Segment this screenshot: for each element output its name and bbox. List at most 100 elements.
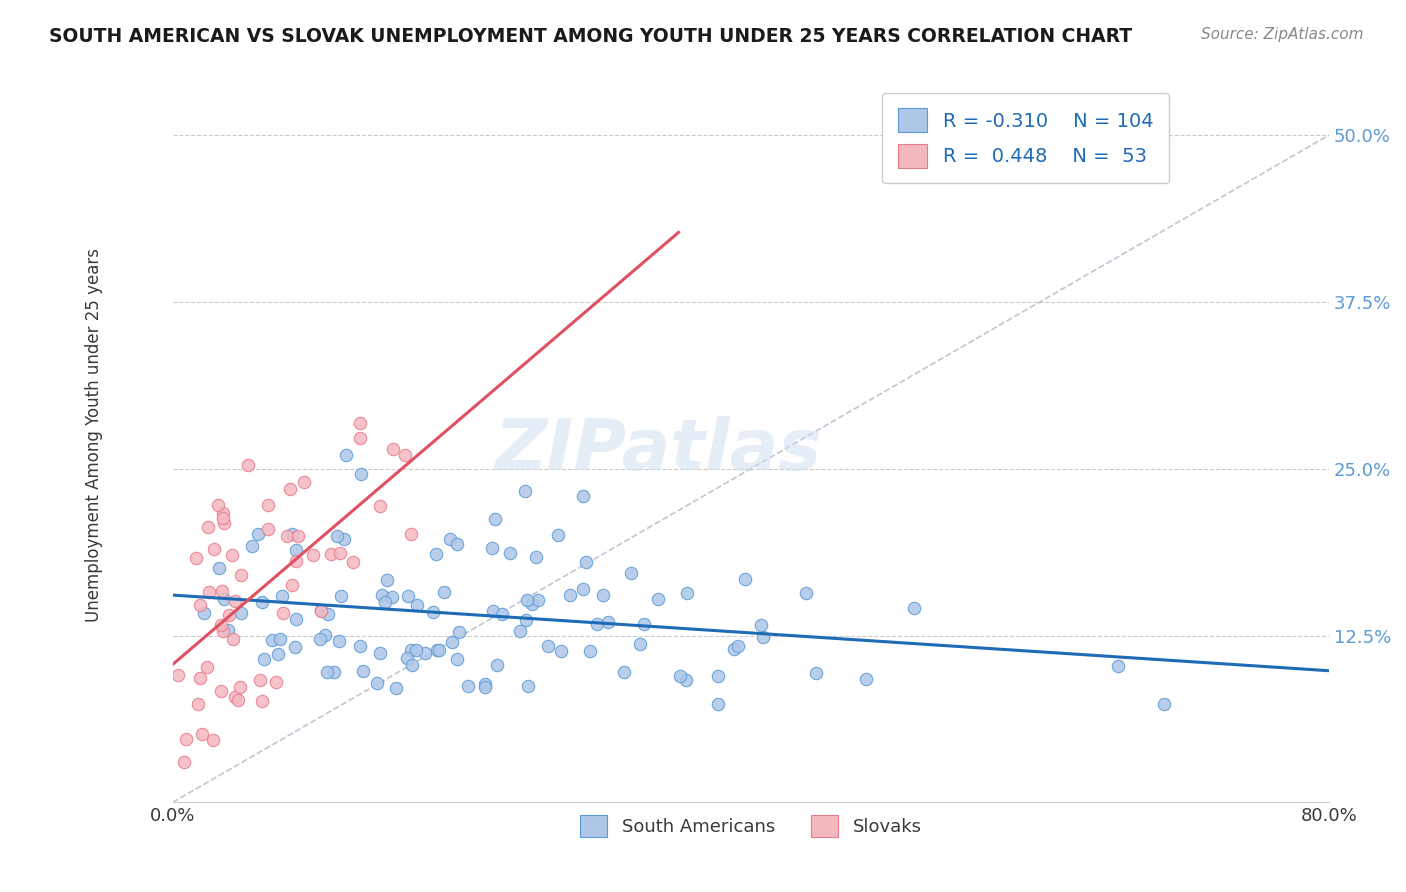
Point bbox=[524, 549, 547, 564]
Point bbox=[209, 618, 232, 632]
Point bbox=[188, 671, 211, 685]
Point bbox=[598, 615, 620, 629]
Point bbox=[253, 652, 276, 666]
Text: ZIPatlas: ZIPatlas bbox=[495, 416, 823, 484]
Point bbox=[322, 665, 344, 679]
Point bbox=[572, 489, 595, 503]
Point bbox=[427, 642, 450, 657]
Point bbox=[328, 633, 350, 648]
Point bbox=[314, 628, 336, 642]
Point bbox=[474, 680, 496, 694]
Point bbox=[284, 543, 307, 558]
Point bbox=[516, 679, 538, 693]
Point bbox=[285, 612, 308, 626]
Point bbox=[457, 679, 479, 693]
Point bbox=[668, 669, 690, 683]
Point bbox=[855, 672, 877, 686]
Point bbox=[229, 681, 252, 695]
Point bbox=[903, 601, 925, 615]
Point bbox=[405, 642, 427, 657]
Point bbox=[395, 650, 418, 665]
Point bbox=[207, 498, 229, 512]
Point bbox=[439, 533, 461, 547]
Point bbox=[620, 566, 643, 580]
Point bbox=[375, 573, 398, 587]
Point bbox=[209, 684, 232, 698]
Point bbox=[271, 589, 294, 603]
Point bbox=[315, 665, 337, 679]
Point bbox=[796, 586, 818, 600]
Point bbox=[558, 588, 581, 602]
Point bbox=[571, 582, 593, 596]
Point bbox=[249, 673, 271, 687]
Point bbox=[316, 607, 339, 621]
Point bbox=[211, 584, 233, 599]
Point bbox=[727, 639, 749, 653]
Point bbox=[349, 417, 371, 431]
Point bbox=[176, 732, 198, 747]
Point bbox=[226, 692, 249, 706]
Point bbox=[309, 605, 332, 619]
Point bbox=[1153, 697, 1175, 711]
Point bbox=[630, 637, 652, 651]
Point bbox=[193, 606, 215, 620]
Point bbox=[707, 697, 730, 711]
Point bbox=[187, 697, 209, 711]
Point bbox=[527, 593, 550, 607]
Point bbox=[806, 665, 828, 680]
Point bbox=[202, 732, 225, 747]
Point bbox=[264, 675, 287, 690]
Point bbox=[399, 526, 422, 541]
Point bbox=[278, 482, 301, 496]
Point bbox=[516, 593, 538, 607]
Point bbox=[513, 484, 536, 499]
Point bbox=[256, 522, 278, 536]
Point bbox=[547, 528, 569, 542]
Point bbox=[276, 529, 298, 543]
Point bbox=[592, 588, 614, 602]
Point bbox=[374, 595, 396, 609]
Point bbox=[326, 529, 349, 543]
Point bbox=[474, 677, 496, 691]
Point bbox=[329, 590, 352, 604]
Point bbox=[214, 516, 236, 530]
Point bbox=[246, 527, 269, 541]
Point bbox=[287, 529, 309, 543]
Point bbox=[368, 646, 391, 660]
Point bbox=[321, 547, 343, 561]
Point bbox=[240, 539, 263, 553]
Point bbox=[433, 584, 456, 599]
Point bbox=[271, 606, 294, 620]
Point bbox=[309, 602, 332, 616]
Point bbox=[734, 572, 756, 586]
Point bbox=[266, 648, 288, 662]
Point bbox=[173, 756, 195, 770]
Point bbox=[575, 556, 598, 570]
Point bbox=[486, 657, 509, 672]
Point bbox=[195, 660, 218, 674]
Point bbox=[280, 526, 302, 541]
Point bbox=[269, 632, 291, 646]
Point bbox=[723, 641, 745, 656]
Point bbox=[752, 630, 775, 644]
Point bbox=[349, 639, 371, 653]
Point bbox=[231, 568, 253, 582]
Text: Source: ZipAtlas.com: Source: ZipAtlas.com bbox=[1201, 27, 1364, 42]
Point bbox=[280, 578, 302, 592]
Point bbox=[231, 607, 253, 621]
Point bbox=[198, 584, 221, 599]
Point bbox=[381, 442, 404, 456]
Point bbox=[352, 665, 374, 679]
Point bbox=[422, 605, 444, 619]
Point bbox=[586, 617, 609, 632]
Point bbox=[208, 561, 231, 575]
Point bbox=[329, 546, 352, 560]
Point bbox=[484, 512, 506, 526]
Point bbox=[191, 727, 214, 741]
Point bbox=[647, 592, 669, 607]
Point bbox=[426, 643, 449, 657]
Point bbox=[333, 532, 356, 546]
Point bbox=[633, 617, 655, 632]
Point bbox=[222, 632, 245, 647]
Point bbox=[522, 597, 544, 611]
